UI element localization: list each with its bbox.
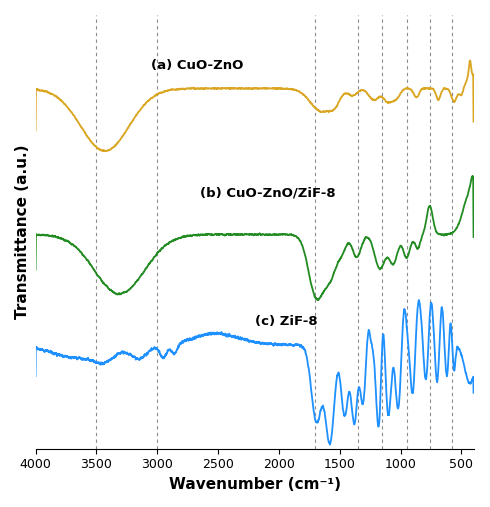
Text: (b) CuO-ZnO/ZiF-8: (b) CuO-ZnO/ZiF-8	[200, 187, 336, 200]
Text: (c) ZiF-8: (c) ZiF-8	[254, 315, 317, 328]
X-axis label: Wavenumber (cm⁻¹): Wavenumber (cm⁻¹)	[169, 477, 341, 492]
Y-axis label: Transmittance (a.u.): Transmittance (a.u.)	[15, 144, 30, 319]
Text: (a) CuO-ZnO: (a) CuO-ZnO	[151, 59, 244, 71]
